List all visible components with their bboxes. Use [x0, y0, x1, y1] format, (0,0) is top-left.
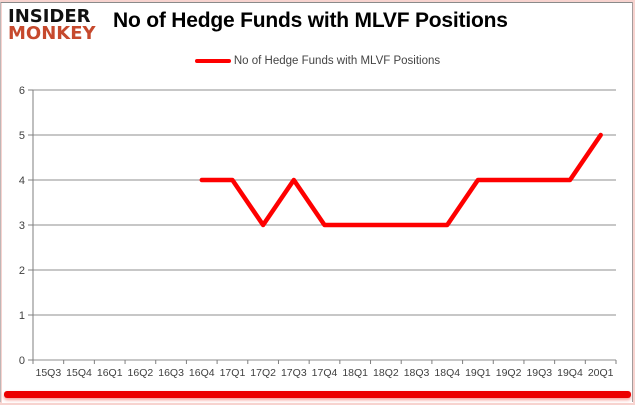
- x-axis-label: 16Q4: [189, 367, 215, 379]
- x-axis-label: 19Q4: [557, 367, 583, 379]
- x-axis-label: 16Q3: [158, 367, 184, 379]
- insider-monkey-logo: INSIDER MONKEY: [8, 7, 96, 43]
- logo-monkey-text: MONKEY: [8, 23, 96, 44]
- y-axis-label: 5: [19, 130, 25, 142]
- x-axis-label: 19Q2: [496, 367, 522, 379]
- x-axis-label: 17Q4: [312, 367, 338, 379]
- red-line-swatch-icon: [194, 59, 231, 63]
- y-axis-label: 6: [19, 85, 25, 97]
- y-axis-label: 1: [19, 310, 25, 322]
- x-axis-label: 17Q2: [250, 367, 276, 379]
- chart-legend: No of Hedge Funds with MLVF Positions: [0, 53, 635, 69]
- y-axis-label: 3: [19, 220, 25, 232]
- x-axis-label: 18Q4: [434, 367, 460, 379]
- x-axis-label: 15Q4: [66, 367, 92, 379]
- x-axis-label: 18Q3: [404, 367, 430, 379]
- x-axis-label: 16Q1: [97, 367, 123, 379]
- frame-right-line: [632, 2, 633, 402]
- series-line: [199, 132, 603, 228]
- legend-label: No of Hedge Funds with MLVF Positions: [233, 55, 441, 67]
- x-axis-label: 20Q1: [588, 367, 614, 379]
- x-axis-label: 18Q2: [373, 367, 399, 379]
- logo-insider-text: INSIDER: [8, 6, 91, 27]
- frame-top-line: [1, 2, 633, 3]
- x-axis-label: 15Q3: [35, 367, 61, 379]
- x-axis-label: 19Q1: [465, 367, 491, 379]
- x-axis-label: 17Q3: [281, 367, 307, 379]
- y-axis-label: 4: [19, 175, 25, 187]
- frame-left-line: [0, 2, 1, 402]
- x-axis-label: 17Q1: [220, 367, 246, 379]
- y-axis-label: 2: [19, 265, 25, 277]
- x-axis-label: 16Q2: [128, 367, 154, 379]
- x-axis-label: 18Q1: [342, 367, 368, 379]
- chart-canvas: 0 1 2 3 4 5 6 15Q3 15Q4 16Q1 16Q2 16Q3 16Q4 17Q1 17Q2 1…: [19, 85, 617, 379]
- y-axis-label: 0: [19, 355, 25, 367]
- chart-title: No of Hedge Funds with MLVF Positions: [113, 9, 508, 32]
- bottom-red-bar: [4, 391, 631, 398]
- x-axis-label: 19Q3: [526, 367, 552, 379]
